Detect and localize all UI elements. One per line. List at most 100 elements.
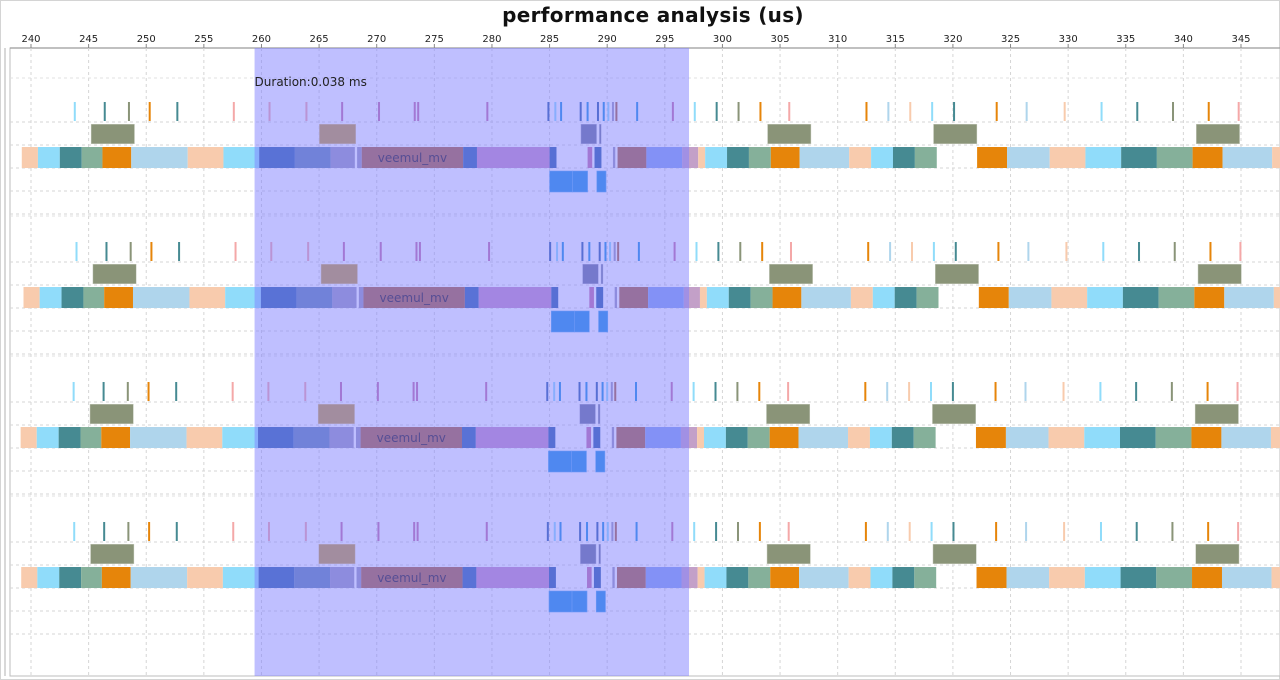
duration-label: Duration:0.038 ms <box>255 75 367 89</box>
event-tick <box>789 242 792 261</box>
function-bar <box>705 147 728 168</box>
event-tick <box>178 242 181 261</box>
event-tick <box>1209 242 1212 261</box>
function-bar <box>1121 147 1157 168</box>
function-bar <box>1006 567 1050 588</box>
event-tick <box>761 242 764 261</box>
event-tick <box>930 522 933 541</box>
event-tick <box>692 382 695 401</box>
event-bar <box>934 263 980 285</box>
function-bar <box>130 427 187 448</box>
function-bar <box>1008 287 1052 308</box>
event-tick <box>1173 242 1176 261</box>
event-tick <box>1102 242 1105 261</box>
event-tick <box>886 382 889 401</box>
function-bar <box>849 147 872 168</box>
event-tick <box>759 102 762 121</box>
selection-range <box>254 48 690 676</box>
function-bar <box>1194 287 1225 308</box>
event-tick <box>909 102 912 121</box>
function-bar <box>697 567 705 588</box>
tick-label: 290 <box>598 34 617 45</box>
function-bar <box>39 287 62 308</box>
event-tick <box>72 382 75 401</box>
event-tick <box>1207 522 1210 541</box>
event-tick <box>1237 522 1240 541</box>
function-bar <box>61 287 84 308</box>
function-bar <box>101 427 131 448</box>
event-bar <box>1194 543 1240 565</box>
event-tick <box>736 522 739 541</box>
tick-label: 255 <box>194 34 213 45</box>
event-tick <box>1135 382 1138 401</box>
event-tick <box>715 522 718 541</box>
chart-title: performance analysis (us) <box>502 3 804 27</box>
function-bar <box>104 287 133 308</box>
event-tick <box>995 522 998 541</box>
function-bar <box>1122 287 1159 308</box>
tick-label: 265 <box>310 34 329 45</box>
function-bar <box>1084 427 1120 448</box>
function-bar <box>727 147 749 168</box>
function-bar <box>725 427 748 448</box>
tick-label: 240 <box>21 34 40 45</box>
event-tick <box>1135 522 1138 541</box>
function-bar <box>1192 567 1222 588</box>
tick-label: 295 <box>655 34 674 45</box>
function-bar <box>704 567 727 588</box>
function-bar <box>1156 147 1193 168</box>
function-bar <box>1273 287 1280 308</box>
event-tick <box>103 102 106 121</box>
event-tick <box>1206 382 1209 401</box>
event-tick <box>73 522 76 541</box>
function-bar <box>132 287 190 308</box>
event-tick <box>232 522 235 541</box>
function-bar <box>186 427 223 448</box>
event-tick <box>758 382 761 401</box>
event-tick <box>1027 242 1030 261</box>
event-tick <box>1099 382 1102 401</box>
function-bar <box>891 427 914 448</box>
function-bar <box>1005 427 1049 448</box>
function-bar <box>36 427 59 448</box>
left-scrollbar[interactable] <box>4 48 6 676</box>
function-bar <box>21 147 38 168</box>
function-bar <box>977 147 1008 168</box>
function-bar <box>1084 567 1121 588</box>
event-tick <box>995 102 998 121</box>
tick-label: 335 <box>1116 34 1135 45</box>
event-tick <box>887 102 890 121</box>
function-bar <box>848 567 871 588</box>
function-bar <box>913 427 936 448</box>
function-bar <box>187 147 224 168</box>
event-tick <box>758 522 761 541</box>
event-tick <box>997 242 1000 261</box>
tick-label: 280 <box>482 34 501 45</box>
event-tick <box>1025 102 1028 121</box>
function-bar <box>1158 287 1195 308</box>
tick-label: 310 <box>828 34 847 45</box>
event-tick <box>234 242 237 261</box>
tick-label: 275 <box>425 34 444 45</box>
function-bar <box>1156 567 1193 588</box>
function-bar <box>225 287 261 308</box>
event-bar <box>89 543 135 565</box>
function-bar <box>1085 147 1122 168</box>
event-bar <box>1195 123 1241 145</box>
function-bar <box>1221 427 1271 448</box>
event-tick <box>75 242 78 261</box>
event-tick <box>127 522 130 541</box>
event-tick <box>1024 382 1027 401</box>
function-bar <box>223 147 260 168</box>
function-bar <box>1272 147 1280 168</box>
event-tick <box>865 102 868 121</box>
tick-label: 300 <box>713 34 732 45</box>
function-bar <box>1049 567 1085 588</box>
event-tick <box>105 242 108 261</box>
event-tick <box>908 522 911 541</box>
event-tick <box>787 522 790 541</box>
tick-label: 345 <box>1231 34 1250 45</box>
event-tick <box>1239 242 1242 261</box>
event-tick <box>175 522 178 541</box>
